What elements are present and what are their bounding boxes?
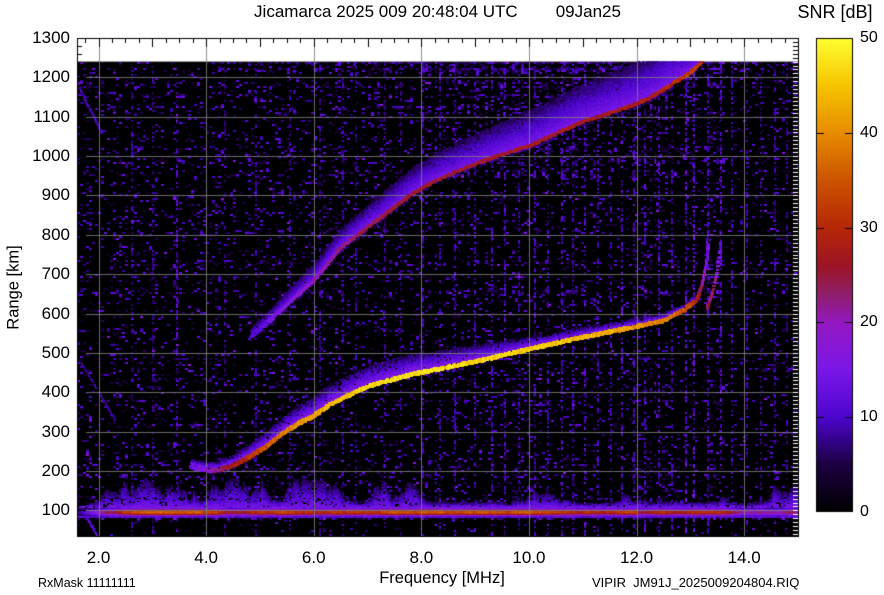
tick-label: 1200 (32, 67, 70, 87)
tick-label: 1000 (32, 146, 70, 166)
tick-label: 50 (860, 29, 878, 46)
colorbar-title: SNR [dB] (797, 2, 873, 22)
tick-label: 12.0 (620, 548, 654, 567)
tick-label: 40 (860, 123, 878, 141)
tick-label: 900 (41, 185, 70, 205)
tick-label: 6.0 (301, 548, 326, 567)
title-date: 09Jan25 (555, 2, 621, 21)
page-title: Jicamarca 2025 009 20:48:04 UTC 09Jan25 (77, 2, 798, 22)
tick-label: 200 (41, 461, 70, 481)
tick-label: 500 (41, 342, 70, 362)
title-text: Jicamarca 2025 009 20:48:04 UTC (254, 2, 518, 21)
tick-label: 10 (860, 408, 878, 426)
tick-label: 0 (860, 503, 869, 520)
tick-label: 800 (41, 224, 70, 244)
tick-label: 2.0 (86, 548, 111, 567)
tick-label: 1100 (33, 106, 70, 126)
tick-label: 4.0 (194, 548, 218, 567)
tick-label: 10.0 (512, 548, 546, 567)
tick-label: 600 (41, 303, 70, 323)
tick-label: 700 (41, 264, 70, 284)
tick-label: 400 (41, 382, 70, 402)
filename-text: VIPIR JM91J_2025009204804.RIQ (592, 575, 800, 590)
tick-label: 8.0 (409, 548, 434, 567)
tick-label: 14.0 (727, 548, 761, 567)
tick-label: 100 (41, 500, 70, 520)
x-axis-label: Frequency [MHz] (379, 569, 505, 587)
tick-label: 1300 (32, 28, 70, 47)
tick-label: 20 (860, 313, 878, 331)
rxmask-text: RxMask 11111111 (38, 576, 136, 590)
tick-label: 30 (860, 218, 878, 236)
tick-label: 300 (41, 421, 70, 441)
